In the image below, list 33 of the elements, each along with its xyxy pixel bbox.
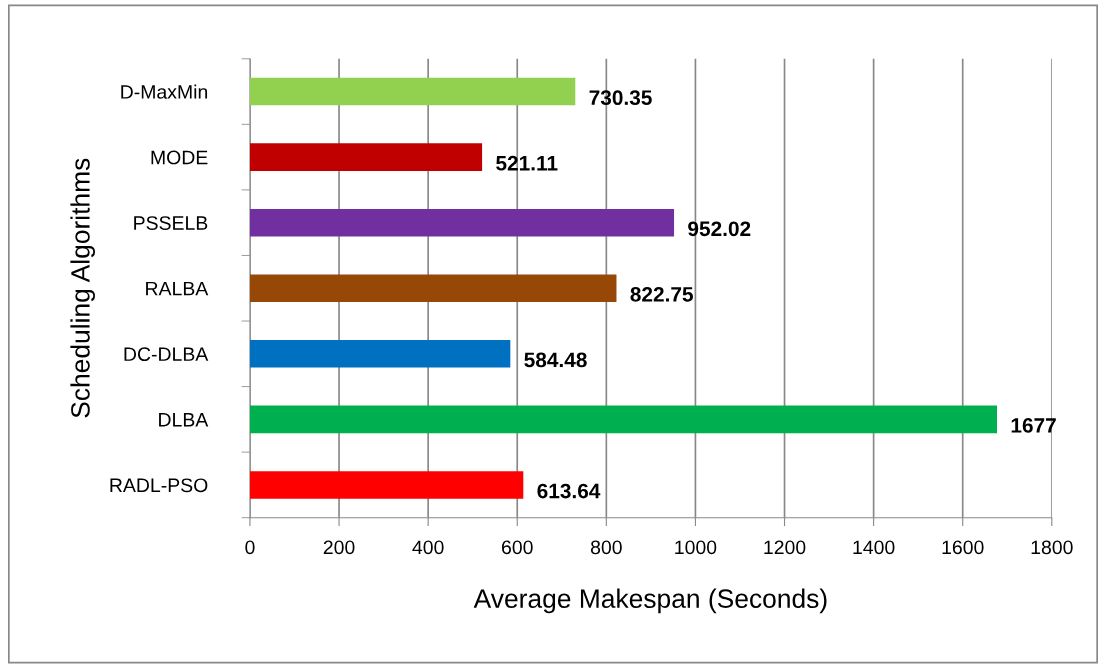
y-tick-label: MODE: [151, 150, 208, 165]
y-tick-label: RADL-PSO: [110, 478, 208, 493]
y-tick-label: DLBA: [159, 413, 209, 427]
x-tick-label: 0: [245, 540, 255, 555]
bar: [249, 405, 998, 434]
bar: [249, 274, 617, 303]
y-tick-label: D-MaxMin: [121, 84, 208, 99]
bar: [249, 77, 576, 106]
data-label: 1677: [1011, 418, 1056, 433]
x-tick-label: 200: [323, 540, 355, 555]
data-label: 613.64: [537, 483, 601, 499]
data-label: 822.75: [630, 286, 693, 302]
x-tick-label: 800: [590, 540, 622, 555]
bar: [249, 471, 524, 499]
data-label: 952.02: [688, 221, 751, 237]
x-tick-label: 400: [412, 540, 444, 555]
x-tick-label: 600: [502, 540, 533, 555]
x-tick-label: 1800: [1031, 540, 1073, 555]
x-axis-title: Average Makespan (Seconds): [473, 588, 827, 614]
x-tick-label: 1400: [853, 540, 895, 555]
x-tick-label: 1000: [675, 540, 717, 555]
y-tick-label: RALBA: [146, 281, 209, 296]
y-axis-title: Scheduling Algorithms: [70, 158, 95, 418]
data-label: 521.11: [496, 155, 558, 171]
bar: [249, 340, 511, 368]
x-tick-label: 1600: [942, 540, 984, 555]
bar: [249, 143, 483, 171]
data-label: 730.35: [589, 90, 652, 106]
y-tick-label: DC-DLBA: [124, 347, 209, 362]
x-tick-label: 1200: [764, 540, 806, 555]
data-label: 584.48: [524, 352, 587, 368]
bar: [249, 208, 675, 237]
y-tick-label: PSSELB: [134, 216, 208, 230]
